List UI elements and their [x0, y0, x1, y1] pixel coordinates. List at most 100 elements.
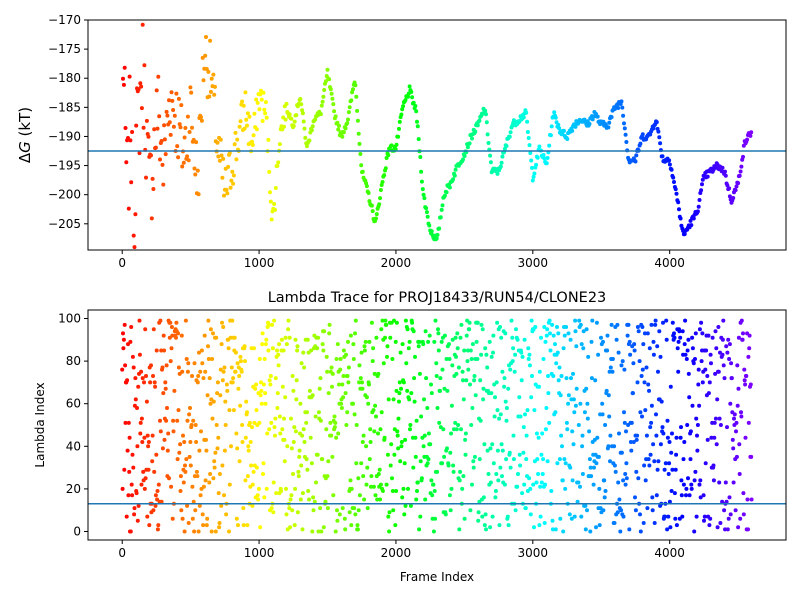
data-point: [157, 114, 162, 119]
data-point: [584, 327, 589, 332]
data-point: [305, 467, 310, 472]
data-point: [369, 484, 373, 489]
data-point: [574, 344, 579, 349]
data-point: [676, 200, 681, 205]
data-point: [535, 457, 540, 462]
data-point: [124, 160, 129, 165]
data-point: [680, 514, 685, 519]
data-point: [525, 130, 530, 134]
data-point: [544, 161, 549, 166]
data-point: [382, 435, 387, 440]
data-point: [445, 388, 450, 393]
data-point: [289, 446, 294, 451]
data-point: [457, 478, 462, 483]
data-point: [682, 440, 687, 444]
data-point: [211, 399, 216, 404]
data-point: [246, 448, 251, 453]
data-point: [463, 437, 468, 442]
data-point: [481, 495, 486, 500]
data-point: [721, 318, 726, 323]
data-point: [520, 491, 525, 496]
data-point: [529, 158, 534, 163]
data-point: [307, 388, 312, 393]
data-point: [408, 423, 413, 427]
data-point: [647, 463, 652, 468]
data-point: [393, 523, 398, 528]
data-point: [308, 435, 313, 440]
data-point: [485, 132, 490, 137]
data-point: [129, 482, 134, 487]
data-point: [510, 359, 515, 364]
data-point: [168, 132, 173, 137]
data-point: [506, 523, 511, 528]
data-point: [198, 369, 203, 374]
data-point: [329, 365, 334, 370]
x-tick-label: 1000: [244, 546, 275, 560]
data-point: [546, 374, 550, 378]
data-point: [667, 461, 672, 466]
data-point: [429, 391, 434, 396]
data-point: [423, 329, 428, 334]
data-point: [199, 115, 203, 120]
data-point: [403, 318, 408, 323]
data-point: [717, 480, 722, 485]
data-point: [185, 114, 190, 119]
data-point: [638, 512, 642, 517]
bottom-x-ticks: 0 1000 2000 3000 4000: [118, 540, 685, 560]
data-point: [155, 527, 160, 532]
data-point: [649, 420, 654, 425]
data-point: [289, 493, 294, 498]
data-point: [258, 525, 263, 530]
data-point: [504, 406, 509, 410]
data-point: [417, 339, 422, 344]
data-point: [240, 99, 245, 104]
data-point: [619, 99, 624, 104]
data-point: [313, 117, 318, 122]
data-point: [736, 181, 741, 186]
data-point: [585, 416, 590, 421]
data-point: [271, 510, 276, 515]
data-point: [325, 67, 330, 72]
data-point: [650, 495, 655, 500]
data-point: [153, 503, 158, 508]
data-point: [296, 469, 301, 474]
data-point: [375, 497, 380, 502]
data-point: [722, 508, 727, 513]
data-point: [136, 384, 141, 389]
data-point: [553, 115, 558, 120]
data-point: [162, 348, 167, 353]
data-point: [681, 482, 686, 487]
data-point: [367, 199, 372, 204]
data-point: [558, 516, 563, 521]
data-point: [342, 516, 347, 521]
data-point: [243, 90, 248, 95]
data-point: [674, 452, 679, 457]
data-point: [482, 442, 487, 447]
data-point: [526, 357, 531, 361]
data-point: [248, 440, 253, 444]
data-point: [700, 331, 705, 336]
data-point: [254, 465, 259, 470]
data-point: [389, 143, 394, 148]
data-point: [161, 182, 166, 187]
data-point: [420, 187, 425, 192]
data-point: [205, 516, 210, 521]
data-point: [600, 412, 605, 417]
data-point: [715, 525, 720, 530]
data-point: [592, 465, 596, 470]
data-point: [416, 137, 421, 142]
data-point: [543, 427, 548, 432]
data-point: [460, 486, 465, 491]
data-point: [690, 335, 695, 340]
data-point: [642, 331, 647, 336]
data-point: [249, 463, 254, 468]
data-point: [628, 352, 633, 357]
data-point: [293, 486, 298, 491]
data-point: [278, 431, 283, 436]
data-point: [720, 337, 725, 342]
data-point: [548, 331, 552, 336]
data-point: [616, 480, 621, 485]
data-point: [452, 427, 456, 432]
data-point: [290, 374, 295, 378]
data-point: [609, 322, 614, 327]
